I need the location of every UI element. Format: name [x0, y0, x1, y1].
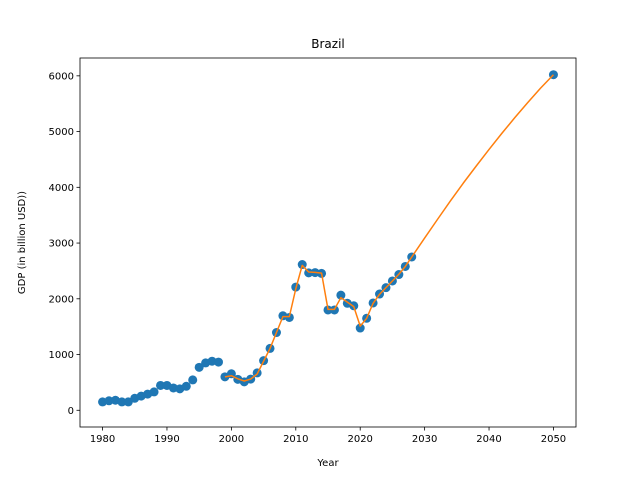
data-point	[355, 323, 365, 333]
x-axis-label: Year	[316, 458, 339, 469]
axes-frame	[79, 57, 577, 428]
data-point	[104, 396, 114, 406]
y-tick-label: 1000	[49, 350, 74, 361]
plot-content	[98, 70, 558, 407]
y-tick-label: 2000	[49, 294, 74, 305]
data-point	[149, 387, 159, 397]
data-point	[181, 381, 191, 391]
y-axis-label: GDP (in billion USD))	[17, 191, 28, 294]
data-point	[188, 375, 198, 385]
x-tick-label: 2030	[412, 434, 437, 445]
y-tick-label: 0	[68, 406, 74, 417]
x-tick-label: 2040	[476, 434, 501, 445]
y-tick-label: 4000	[49, 183, 74, 194]
y-axis-ticks: 0 1000 2000 3000 4000 5000 6000	[49, 71, 80, 417]
x-axis-ticks: 1980 1990 2000 2010 2020 2030 2040 2050	[90, 427, 566, 445]
trend-line	[224, 74, 554, 382]
data-point	[194, 362, 204, 372]
y-tick-label: 5000	[49, 127, 74, 138]
chart-title: Brazil	[311, 37, 345, 51]
x-tick-label: 2050	[541, 434, 566, 445]
y-tick-label: 3000	[49, 239, 74, 250]
data-point	[284, 312, 294, 322]
x-tick-label: 1980	[90, 434, 115, 445]
x-tick-label: 2000	[219, 434, 244, 445]
data-point	[117, 397, 127, 407]
x-tick-label: 2010	[283, 434, 308, 445]
data-point	[213, 357, 223, 367]
x-tick-label: 1990	[154, 434, 179, 445]
data-point	[336, 290, 346, 300]
x-tick-label: 2020	[347, 434, 372, 445]
data-point	[156, 380, 166, 390]
y-tick-label: 6000	[49, 71, 74, 82]
